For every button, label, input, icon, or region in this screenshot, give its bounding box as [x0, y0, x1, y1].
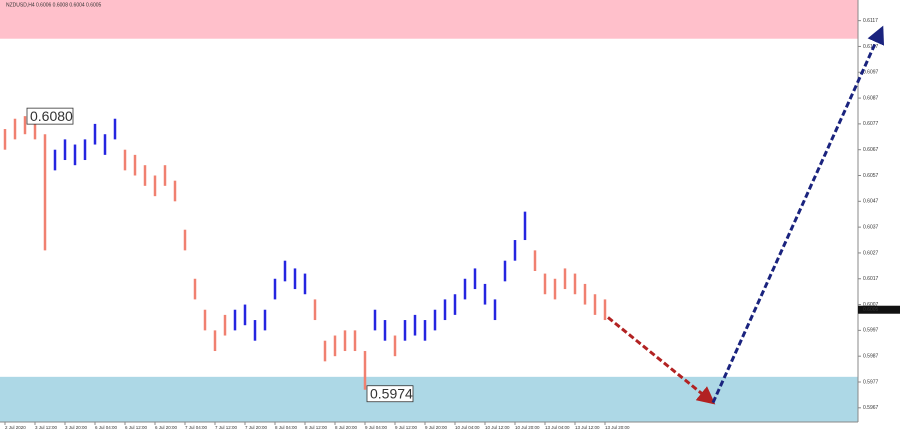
annotation-box	[26, 107, 74, 125]
x-tick-label: 10 Jul 20:00	[515, 425, 540, 430]
x-tick-label: 10 Jul 12:00	[485, 425, 510, 430]
y-tick-label: 0.6017	[863, 276, 879, 282]
x-tick-label: 8 Jul 20:00	[335, 425, 358, 430]
x-tick-label: 6 Jul 04:00	[95, 425, 118, 430]
y-tick-label: 0.6077	[863, 121, 879, 127]
x-tick-label: 3 Jul 20:00	[65, 425, 88, 430]
x-tick-label: 8 Jul 12:00	[305, 425, 328, 430]
y-tick-label: 0.6087	[863, 95, 879, 101]
x-tick-label: 6 Jul 20:00	[155, 425, 178, 430]
y-tick-label: 0.6097	[863, 70, 879, 76]
y-tick-label: 0.5997	[863, 328, 879, 334]
x-tick-label: 6 Jul 12:00	[125, 425, 148, 430]
y-tick-label: 0.6027	[863, 250, 879, 256]
target-zone	[0, 0, 858, 39]
y-tick-label: 0.6067	[863, 147, 879, 153]
x-tick-label: 10 Jul 04:00	[455, 425, 480, 430]
x-tick-label: 13 Jul 20:00	[605, 425, 630, 430]
x-tick-label: 9 Jul 04:00	[365, 425, 388, 430]
y-tick-label: 0.5977	[863, 379, 879, 385]
last-price-label: 0.6005	[863, 307, 879, 313]
x-tick-label: 13 Jul 04:00	[545, 425, 570, 430]
last-price-box	[858, 305, 900, 314]
chart-title: NZDUSD,H4 0.6006 0.6008 0.6004 0.6005	[6, 2, 102, 8]
y-tick-label: 0.6057	[863, 173, 879, 179]
y-tick-label: 0.5987	[863, 354, 879, 360]
annotation-label: 0.5974	[370, 385, 413, 401]
y-tick-label: 0.6047	[863, 199, 879, 205]
y-tick-label: 0.6007	[863, 302, 879, 308]
target-zone	[0, 376, 858, 422]
x-tick-label: 9 Jul 12:00	[395, 425, 418, 430]
forecast-arrow	[711, 25, 885, 404]
y-tick-label: 0.6107	[863, 44, 879, 50]
x-tick-label: 7 Jul 12:00	[215, 425, 238, 430]
annotation-box	[366, 385, 414, 403]
y-tick-label: 0.5967	[863, 405, 879, 411]
x-tick-label: 3 Jul 12:00	[35, 425, 58, 430]
x-tick-label: 8 Jul 04:00	[275, 425, 298, 430]
x-tick-label: 9 Jul 20:00	[425, 425, 448, 430]
y-tick-label: 0.6117	[863, 18, 878, 24]
x-tick-label: 7 Jul 20:00	[245, 425, 268, 430]
forecast-arrow	[607, 316, 716, 405]
annotation-label: 0.6080	[30, 108, 73, 124]
x-tick-label: 2 Jul 2020	[5, 425, 26, 430]
x-tick-label: 7 Jul 04:00	[185, 425, 208, 430]
y-tick-label: 0.6037	[863, 224, 879, 230]
x-tick-label: 13 Jul 12:00	[575, 425, 600, 430]
